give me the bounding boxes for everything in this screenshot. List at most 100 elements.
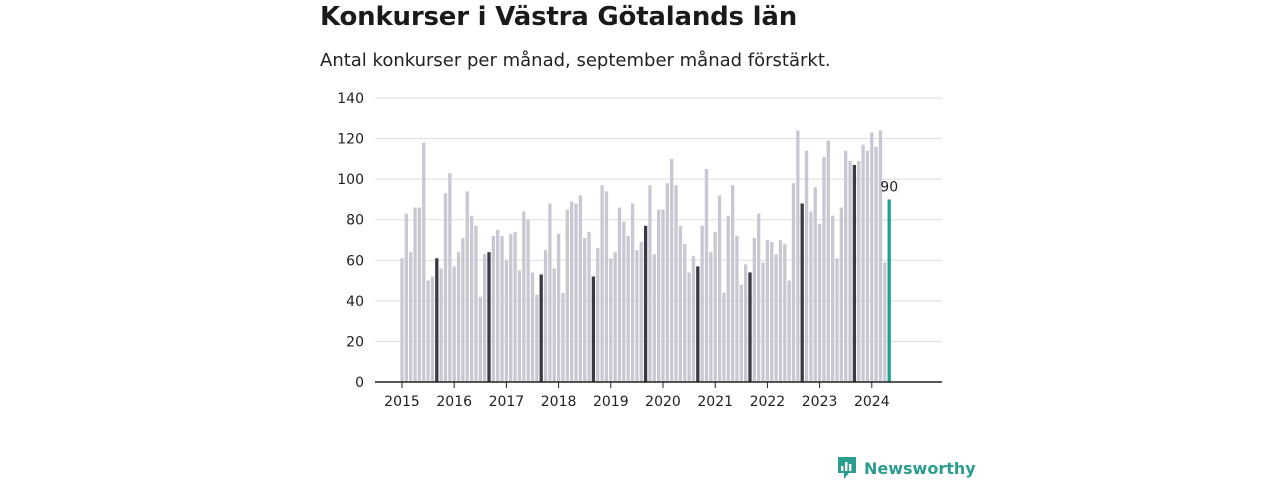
bar <box>622 221 626 382</box>
bar-september <box>800 203 804 382</box>
bar <box>596 248 600 382</box>
bar <box>778 240 783 382</box>
bar <box>670 158 674 382</box>
bar <box>426 280 430 382</box>
bar <box>530 272 535 382</box>
bar <box>796 130 800 382</box>
x-tick-label: 2018 <box>541 394 577 410</box>
bar-september <box>643 225 648 382</box>
bar <box>443 193 448 382</box>
y-tick-label: 100 <box>337 172 364 188</box>
bar <box>774 254 778 382</box>
bar <box>548 203 552 382</box>
bar <box>761 262 765 382</box>
bar <box>648 185 652 382</box>
bar <box>730 185 735 382</box>
bar <box>848 160 852 382</box>
bar-september <box>591 276 596 382</box>
bar <box>500 235 504 382</box>
x-tick-label: 2024 <box>854 394 890 410</box>
y-tick-label: 140 <box>337 91 364 107</box>
bar <box>448 173 452 382</box>
bar <box>583 237 587 382</box>
bar <box>813 187 817 382</box>
bar <box>804 150 809 382</box>
bar <box>496 229 500 382</box>
bar <box>461 237 465 382</box>
bar <box>791 183 796 382</box>
bar-latest <box>887 199 891 382</box>
bar <box>717 195 722 382</box>
bar <box>722 292 726 382</box>
x-tick-label: 2017 <box>489 394 525 410</box>
bar <box>513 231 517 382</box>
bar <box>744 264 748 382</box>
bar <box>831 215 835 382</box>
bar <box>652 254 656 382</box>
bar <box>526 219 530 382</box>
bar <box>626 235 630 382</box>
bar <box>535 294 539 382</box>
bar <box>787 280 791 382</box>
bar <box>609 258 613 382</box>
bar <box>478 296 482 382</box>
bar <box>400 258 404 382</box>
bar-september <box>435 258 439 382</box>
bar <box>704 169 709 382</box>
bar <box>844 150 848 382</box>
bar <box>752 237 756 382</box>
bar <box>770 242 774 382</box>
bar <box>765 240 770 382</box>
bar <box>574 203 578 382</box>
bar <box>469 215 474 382</box>
bar <box>483 254 487 382</box>
bar <box>522 211 526 382</box>
bar <box>465 191 469 382</box>
bar-september <box>748 272 752 382</box>
bar <box>409 252 413 382</box>
x-axis-ticks: 2015 2016 2017 2018 2019 2020 2021 2022 2023 2024 <box>384 382 890 410</box>
bar <box>561 292 565 382</box>
bar <box>678 225 683 382</box>
x-tick-label: 2022 <box>750 394 786 410</box>
newsworthy-logo-text: Newsworthy <box>864 458 976 478</box>
bar <box>809 211 813 382</box>
bar <box>552 268 556 382</box>
bar <box>617 207 622 382</box>
chart-subtitle: Antal konkurser per månad, september mån… <box>320 50 831 71</box>
bar <box>587 231 591 382</box>
bar <box>826 140 830 382</box>
bar <box>713 231 717 382</box>
bar <box>757 213 761 382</box>
bar <box>735 235 739 382</box>
bar <box>865 150 870 382</box>
x-tick-label: 2020 <box>645 394 681 410</box>
bar <box>439 268 443 382</box>
bar-september <box>487 252 491 382</box>
y-tick-label: 120 <box>337 132 364 148</box>
bar <box>783 244 787 382</box>
bar <box>835 258 839 382</box>
bar <box>422 142 426 382</box>
bar <box>874 146 878 382</box>
bars <box>400 130 891 382</box>
bar <box>691 256 696 382</box>
bar <box>861 144 865 382</box>
bar <box>413 207 417 382</box>
bar <box>570 201 574 382</box>
x-tick-label: 2016 <box>436 394 472 410</box>
bar <box>600 185 604 382</box>
bar <box>839 207 843 382</box>
bar <box>504 260 509 382</box>
bar <box>822 156 826 382</box>
bar <box>817 223 822 382</box>
y-axis-ticks: 0 20 40 60 80 100 120 140 <box>337 91 364 391</box>
latest-value-label: 90 <box>880 179 898 195</box>
bar <box>878 130 883 382</box>
newsworthy-logo-icon <box>838 457 856 479</box>
bar-september <box>852 164 857 382</box>
bar <box>543 250 548 382</box>
newsworthy-logo: Newsworthy <box>836 455 976 481</box>
bar <box>430 276 435 382</box>
